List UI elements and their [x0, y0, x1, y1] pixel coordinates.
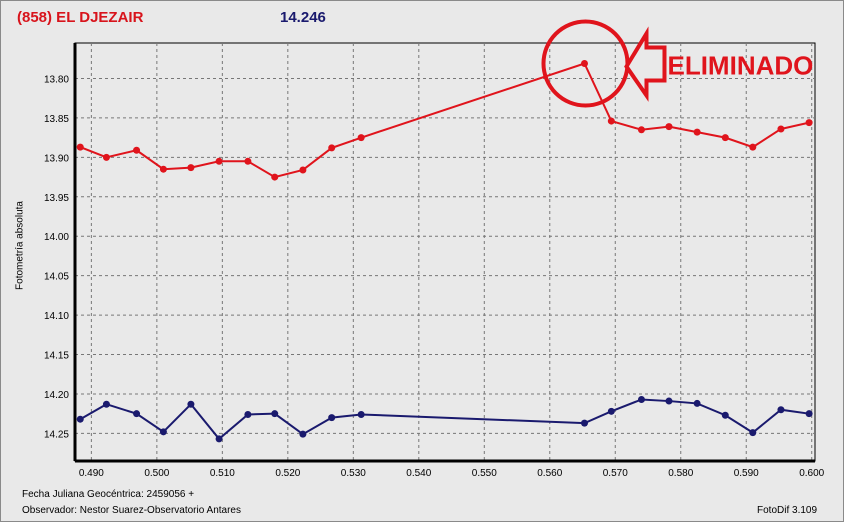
data-point: [215, 435, 223, 443]
data-point: [102, 153, 110, 161]
y-tick-label: 14.05: [44, 272, 69, 283]
y-tick-label: 14.10: [44, 311, 69, 322]
x-tick-label: 0.570: [603, 468, 628, 479]
data-point: [580, 60, 588, 68]
data-point: [299, 166, 307, 174]
data-point: [693, 399, 701, 407]
arrow-icon: [624, 26, 667, 102]
data-point: [328, 144, 336, 152]
data-point: [76, 143, 84, 151]
x-tick-label: 0.490: [79, 468, 104, 479]
data-point: [777, 125, 785, 133]
data-point: [328, 414, 336, 422]
y-tick-label: 14.15: [44, 351, 69, 362]
x-tick-label: 0.530: [341, 468, 366, 479]
chart-title: (858) EL DJEZAIR: [17, 9, 144, 26]
observer-label: Observador: Nestor Suarez-Observatorio A…: [22, 505, 241, 516]
y-tick-label: 13.90: [44, 153, 69, 164]
data-point: [721, 134, 729, 142]
data-point: [665, 397, 673, 405]
data-point: [133, 146, 141, 154]
data-point: [637, 126, 645, 134]
y-tick-label: 14.25: [44, 429, 69, 440]
data-point: [805, 119, 813, 127]
x-tick-label: 0.550: [472, 468, 497, 479]
data-point: [159, 428, 167, 436]
data-point: [271, 410, 279, 418]
x-tick-label: 0.500: [144, 468, 169, 479]
data-point: [357, 410, 365, 418]
x-tick-label: 0.580: [668, 468, 693, 479]
data-point: [607, 407, 615, 415]
y-tick-label: 13.85: [44, 114, 69, 125]
x-tick-label: 0.590: [734, 468, 759, 479]
data-point: [299, 430, 307, 438]
data-point: [215, 157, 223, 165]
data-point: [580, 419, 588, 427]
x-tick-label: 0.600: [799, 468, 824, 479]
data-point: [271, 173, 279, 181]
data-point: [159, 165, 167, 173]
software-label: FotoDif 3.109: [757, 505, 818, 516]
series-line-0: [79, 62, 810, 179]
plot-area: [74, 42, 816, 462]
data-point: [187, 400, 195, 408]
data-point: [607, 117, 615, 125]
data-point: [637, 395, 645, 403]
data-point: [357, 134, 365, 142]
data-point: [244, 410, 252, 418]
data-point: [721, 411, 729, 419]
data-point: [133, 410, 141, 418]
magnitude-value: 14.246: [280, 9, 326, 26]
data-point: [693, 128, 701, 136]
x-tick-label: 0.560: [537, 468, 562, 479]
y-tick-label: 14.00: [44, 232, 69, 243]
x-axis-label: Fecha Juliana Geocéntrica: 2459056 +: [22, 489, 195, 500]
x-tick-label: 0.510: [210, 468, 235, 479]
data-point: [244, 157, 252, 165]
series-line-1: [79, 398, 810, 441]
x-tick-label: 0.520: [275, 468, 300, 479]
data-point: [749, 143, 757, 151]
y-tick-label: 13.80: [44, 74, 69, 85]
data-point: [102, 400, 110, 408]
data-point: [805, 410, 813, 418]
eliminated-label: ELIMINADO: [667, 51, 813, 81]
data-point: [665, 123, 673, 131]
data-point: [187, 164, 195, 172]
data-point: [76, 415, 84, 423]
data-point: [777, 406, 785, 414]
x-tick-label: 0.540: [406, 468, 431, 479]
y-tick-label: 13.95: [44, 193, 69, 204]
data-point: [749, 429, 757, 437]
y-tick-label: 14.20: [44, 390, 69, 401]
